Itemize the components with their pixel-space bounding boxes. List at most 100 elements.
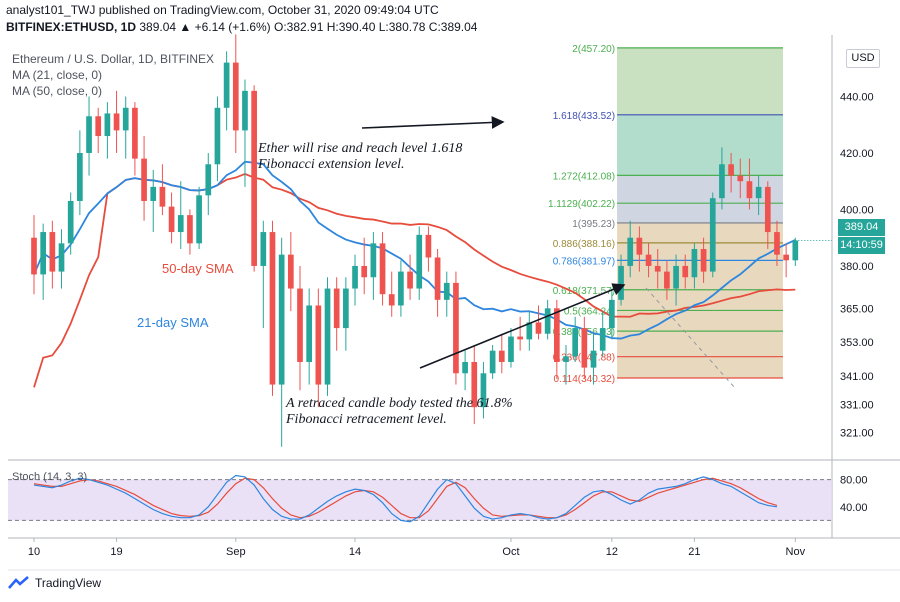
candle-body (278, 254, 285, 385)
currency-badge[interactable]: USD (846, 49, 880, 68)
candle-body (563, 356, 569, 362)
y-tick-label: 365.00 (840, 303, 874, 315)
y-tick-label: 341.00 (840, 371, 874, 383)
candle-body (783, 254, 789, 261)
candle-body (187, 215, 193, 244)
fib-zone-lower (617, 222, 783, 379)
candle-body (132, 107, 138, 159)
candle-body (67, 200, 74, 244)
candle-body (462, 361, 468, 374)
candle-body (416, 234, 423, 289)
fib-level-label: 0.618(371.57) (553, 286, 615, 297)
candle-body (471, 361, 478, 408)
footer-brand: TradingView (35, 576, 102, 590)
candle-body (682, 265, 689, 278)
candle-body (297, 288, 303, 362)
stoch-label: Stoch (14, 3, 3) (12, 471, 87, 483)
annotation-top: Ether will rise and reach level 1.618 Fib… (257, 141, 462, 172)
candle-body (764, 186, 771, 233)
fib-level-label: 0.114(340.32) (554, 374, 616, 385)
candle-body (618, 265, 624, 300)
sma50-label: 50-day SMA (162, 261, 234, 276)
fib-level-label: 1.272(412.08) (553, 171, 615, 182)
x-tick-label: 10 (28, 546, 40, 558)
candle-body (324, 288, 331, 385)
fib-level-label: 2(457.20) (572, 44, 615, 55)
candle-body (526, 322, 533, 340)
stoch-tick-label: 80.00 (840, 475, 868, 487)
candle-body (77, 152, 83, 201)
candle-body (590, 350, 597, 368)
candle-body (343, 288, 349, 329)
candle-body (333, 288, 340, 329)
candle-body (214, 107, 221, 165)
arrow-to-extension (361, 116, 505, 129)
ma50-legend[interactable]: MA (50, close, 0) (12, 84, 103, 98)
candle-body (700, 249, 707, 272)
candle-body (581, 328, 588, 368)
candle-body (489, 350, 496, 374)
stoch-band (8, 479, 832, 521)
candle-body (232, 62, 239, 131)
candle-body (609, 299, 615, 329)
y-tick-label: 420.00 (840, 148, 874, 160)
candle-body (719, 164, 725, 199)
candle-body (453, 282, 459, 374)
candle-body (654, 265, 661, 272)
candle-body (434, 257, 441, 300)
candle-body (287, 254, 294, 289)
candle-body (755, 186, 762, 199)
symbol-line: BITFINEX:ETHUSD, 1D 389.04 ▲ +6.14 (+1.6… (6, 20, 477, 34)
candle-body (352, 265, 358, 289)
ohlc-values: 389.04 ▲ +6.14 (+1.6%) O:382.91 H:390.40… (139, 20, 478, 34)
candle-body (168, 206, 175, 233)
candle-body (774, 232, 780, 255)
fib-level-label: 0.786(381.97) (553, 256, 615, 267)
fib-level-label: 1.618(433.52) (553, 111, 615, 122)
candle-body (627, 237, 634, 266)
stoch-d-line (33, 477, 778, 519)
y-tick-label: 353.00 (840, 337, 874, 349)
candle-body (177, 215, 184, 233)
x-tick-label: Sep (226, 546, 246, 558)
countdown-tag: 14:10:59 (838, 237, 885, 254)
candle-body (150, 186, 157, 201)
candle-body (388, 294, 395, 306)
candle-body (223, 62, 230, 108)
candle-body (306, 305, 313, 362)
fib-level-label: 0.886(388.16) (553, 239, 615, 250)
candle-body (517, 336, 523, 340)
candle-body (636, 237, 643, 255)
y-tick-label: 400.00 (840, 204, 874, 216)
tradingview-logo[interactable]: TradingView (8, 576, 101, 590)
candle-body (792, 240, 799, 261)
candle-body (58, 243, 65, 272)
candle-body (361, 265, 368, 278)
candle-body (113, 113, 120, 131)
candle-body (205, 164, 212, 196)
stoch-tick-label: 40.00 (840, 502, 868, 514)
candle-body (673, 265, 679, 289)
fib-level-label: 0.5(364.24) (564, 306, 615, 317)
ma21-line (33, 160, 796, 340)
y-tick-label: 380.00 (840, 261, 874, 273)
candle-body (269, 232, 276, 385)
fib-zone-1618 (617, 114, 783, 176)
fib-level-label: 1(395.23) (572, 219, 615, 230)
ma21-legend[interactable]: MA (21, close, 0) (12, 68, 103, 82)
x-tick-label: 19 (110, 546, 122, 558)
candle-body (196, 195, 202, 244)
candle-body (728, 164, 734, 176)
x-tick-label: 12 (606, 546, 618, 558)
candle-body (159, 186, 166, 207)
last-price-tag: 389.04 (838, 219, 885, 236)
candle-body (572, 328, 579, 357)
candle-body (49, 232, 56, 272)
candle-body (31, 237, 37, 275)
candle-body (691, 249, 698, 278)
fib-level-label: 1.1129(402.22) (548, 199, 615, 210)
fib-zone-2 (617, 47, 783, 115)
publish-line: analyst101_TWJ published on TradingView.… (6, 3, 439, 17)
candle-body (599, 328, 606, 351)
